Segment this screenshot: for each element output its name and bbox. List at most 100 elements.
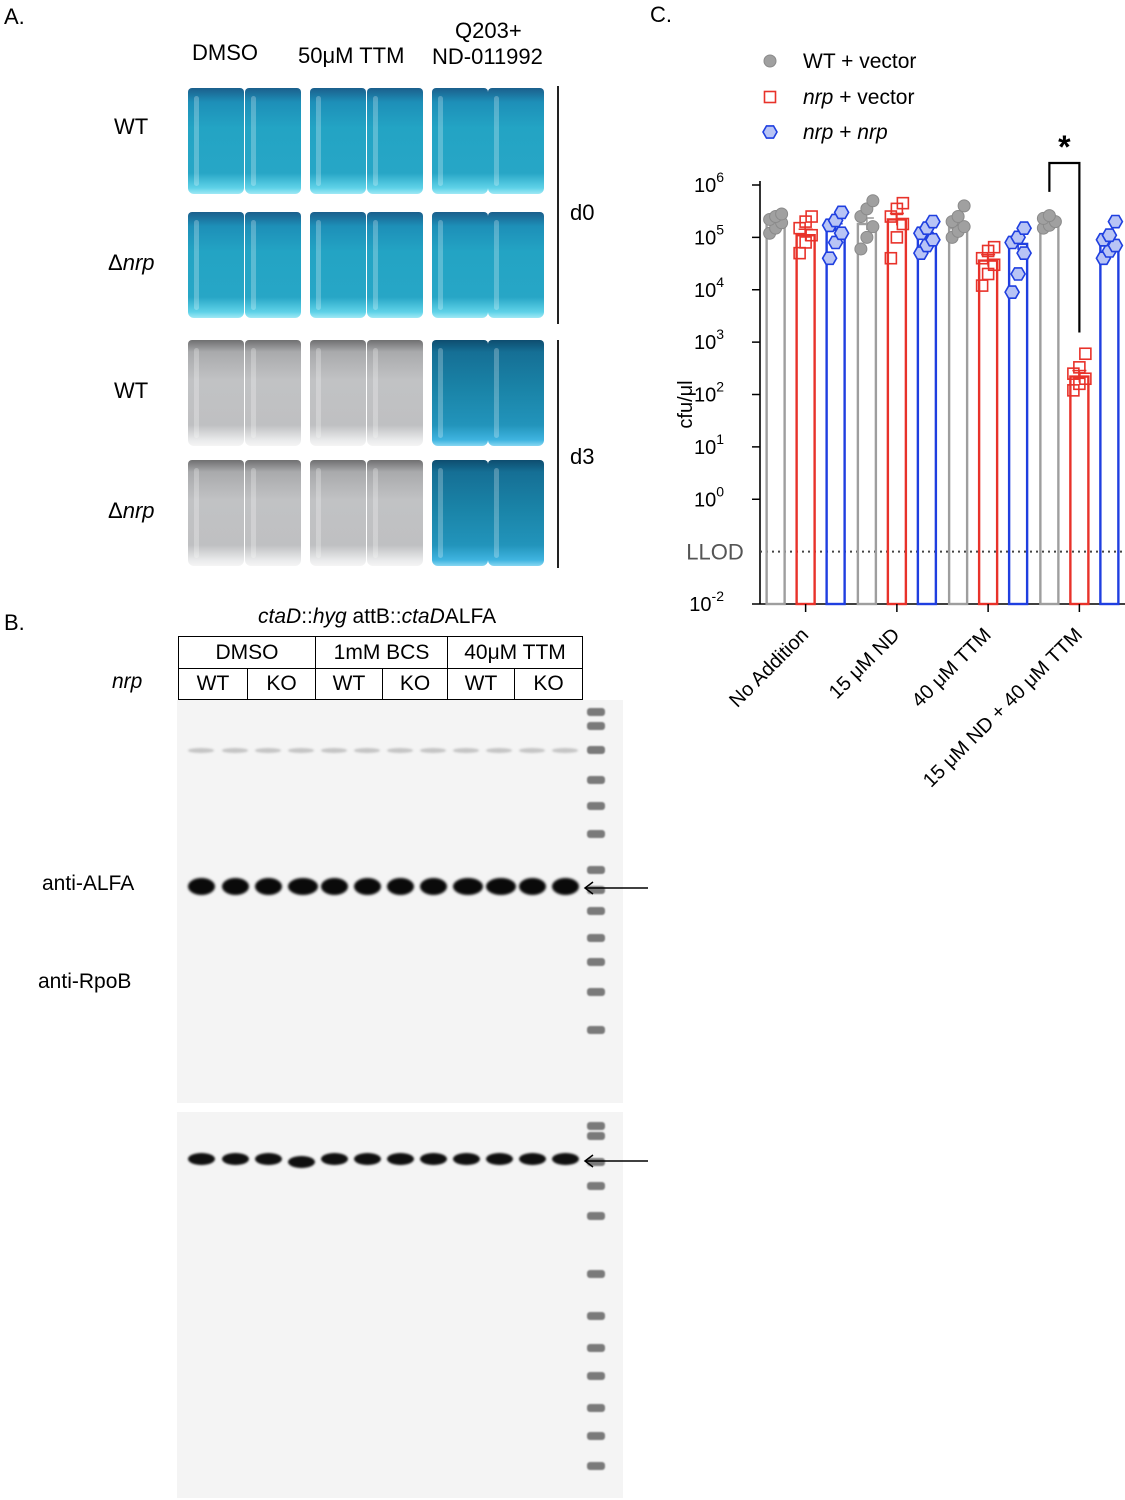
- genotype-cell: WT: [178, 668, 248, 700]
- culture-tube: [367, 212, 423, 318]
- data-point: [951, 210, 965, 224]
- faint-band: [188, 748, 214, 753]
- genotype-cell: KO: [247, 668, 316, 700]
- rpob-band: [486, 1153, 513, 1165]
- ctad-alfa-band: [222, 878, 249, 895]
- ladder-band: [587, 1158, 605, 1166]
- ladder-band: [587, 1432, 605, 1440]
- legend-marker: [762, 125, 778, 139]
- bar: [765, 221, 786, 606]
- significance-bracket: [1048, 161, 1081, 333]
- col-label-ttm: 50μM TTM: [298, 43, 405, 68]
- bar: [1099, 244, 1120, 606]
- ladder-band: [587, 1132, 605, 1140]
- rpob-band: [188, 1153, 215, 1165]
- panel-b-label: B.: [4, 610, 25, 635]
- culture-tube: [188, 340, 244, 446]
- ctad-alfa-band: [387, 878, 414, 895]
- data-point: [896, 217, 910, 231]
- data-point: [896, 196, 910, 210]
- anti-alfa-blot: [177, 700, 623, 1103]
- rpob-band: [222, 1153, 249, 1165]
- data-point: [854, 242, 868, 256]
- data-point: [1004, 285, 1021, 300]
- culture-tube: [245, 340, 301, 446]
- faint-band: [255, 748, 281, 753]
- culture-tube: [432, 340, 488, 446]
- faint-band: [387, 748, 413, 753]
- data-point: [1101, 228, 1118, 243]
- rpob-band: [354, 1153, 381, 1165]
- ctad-alfa-band: [255, 878, 282, 895]
- anti-rpob-blot: [177, 1112, 623, 1498]
- y-axis-label: cfu/μl: [675, 380, 697, 428]
- day-label-d0: d0: [570, 200, 595, 225]
- legend-entry: nrp + vector: [803, 86, 914, 109]
- legend-marker: [763, 54, 777, 68]
- culture-tube: [432, 460, 488, 566]
- data-point: [805, 210, 818, 223]
- legend-marker: [763, 90, 777, 104]
- col-label-q203: Q203+: [455, 18, 522, 43]
- bar: [825, 228, 846, 606]
- rpob-band: [321, 1153, 348, 1165]
- rpob-band: [255, 1153, 282, 1165]
- ladder-band: [587, 866, 605, 874]
- culture-tube: [245, 88, 301, 194]
- genotype-cell: WT: [315, 668, 383, 700]
- culture-tube: [488, 88, 544, 194]
- significance-star: *: [1058, 129, 1071, 165]
- arrow-alfa: [583, 881, 648, 895]
- d0-bracket-line: [557, 86, 559, 324]
- data-point: [1107, 214, 1124, 229]
- data-point: [1107, 238, 1124, 253]
- faint-band: [222, 748, 248, 753]
- llod-label: LLOD: [686, 540, 743, 565]
- rpob-band: [288, 1156, 315, 1168]
- faint-band: [354, 748, 380, 753]
- ladder-band: [587, 907, 605, 915]
- ladder-band: [587, 1344, 605, 1352]
- faint-band: [519, 748, 545, 753]
- ctad-alfa-band: [188, 878, 215, 895]
- arrow-rpob: [583, 1154, 648, 1168]
- ladder-band: [587, 1026, 605, 1034]
- y-tick-label: 10-2: [689, 588, 724, 616]
- ctad-alfa-band: [552, 878, 579, 895]
- bar: [856, 222, 878, 606]
- ladder-band: [587, 830, 605, 838]
- row-label-wt-d3: WT: [114, 378, 149, 403]
- data-point: [987, 258, 1001, 272]
- ladder-band: [587, 722, 605, 730]
- culture-tube: [432, 88, 488, 194]
- ctad-alfa-band: [519, 878, 546, 895]
- data-point: [860, 230, 874, 244]
- bar: [916, 237, 938, 606]
- culture-tube: [188, 460, 244, 566]
- legend-entry: WT + vector: [803, 50, 916, 73]
- culture-tube: [188, 212, 244, 318]
- faint-band: [552, 748, 578, 753]
- ctad-alfa-band: [321, 878, 348, 895]
- ladder-band: [587, 934, 605, 942]
- data-point: [1010, 267, 1027, 281]
- ctad-alfa-band: [420, 878, 447, 895]
- data-point: [957, 199, 971, 213]
- blot-label-rpob: anti-RpoB: [38, 970, 132, 993]
- ladder-band: [587, 1122, 605, 1130]
- y-tick-label: 105: [694, 221, 724, 249]
- culture-tube: [432, 212, 488, 318]
- x-tick-label: 40 μM TTM: [908, 624, 996, 712]
- col-label-nd: ND-011992: [432, 44, 543, 69]
- ladder-band: [587, 708, 605, 716]
- data-point: [1042, 209, 1056, 223]
- ctad-alfa-band: [288, 878, 318, 895]
- y-tick-label: 103: [694, 326, 724, 354]
- rpob-band: [420, 1153, 447, 1165]
- data-point: [924, 232, 941, 247]
- ladder-band: [587, 1182, 605, 1190]
- culture-tube: [367, 88, 423, 194]
- panel-c-label: C.: [650, 2, 672, 27]
- d3-bracket-line: [557, 340, 559, 568]
- data-point: [833, 226, 850, 241]
